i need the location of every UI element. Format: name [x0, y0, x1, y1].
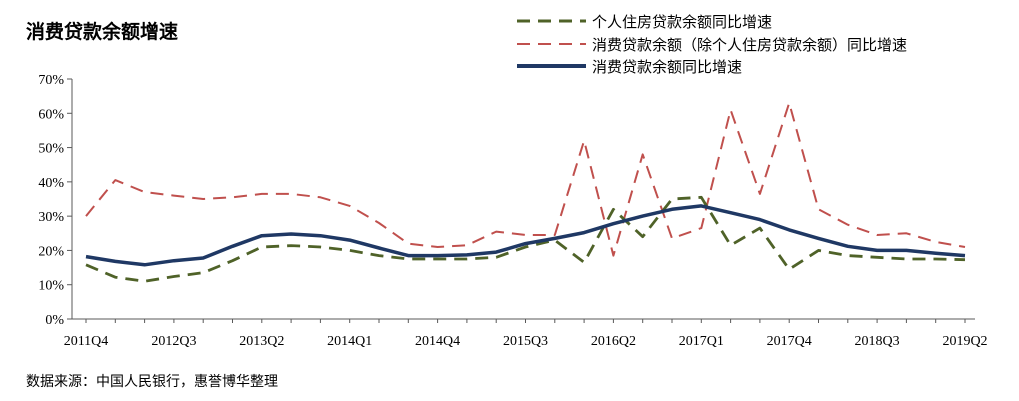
y-tick-label: 20%	[38, 244, 64, 259]
legend-label-total: 消费贷款余额同比增速	[592, 58, 742, 76]
x-tick-label: 2017Q1	[679, 334, 724, 349]
legend-label-housing: 个人住房贷款余额同比增速	[592, 13, 772, 31]
series-line-non-housing	[85, 102, 966, 257]
x-tick-label: 2019Q2	[942, 334, 987, 349]
x-tick-label: 2017Q4	[767, 334, 812, 349]
x-tick-label: 2013Q2	[239, 334, 284, 349]
x-tick-label: 2014Q1	[327, 334, 372, 349]
x-tick-label: 2014Q4	[415, 334, 460, 349]
y-tick-label: 70%	[38, 73, 64, 88]
y-tick-label: 50%	[38, 142, 64, 157]
series-line-housing	[85, 195, 966, 283]
x-axis: 2011Q4 2012Q3 2013Q2 2014Q1 2014Q4 2015Q3 2016…	[64, 318, 988, 349]
legend-label-non-housing: 消费贷款余额（除个人住房贷款余额）同比增速	[592, 36, 907, 54]
x-tick-label: 2015Q3	[503, 334, 548, 349]
x-tick-label: 2011Q4	[64, 334, 109, 349]
source-note: 数据来源：中国人民银行，惠誉博华整理	[26, 373, 278, 390]
legend: 个人住房贷款余额同比增速 消费贷款余额（除个人住房贷款余额）同比增速 消费贷款余…	[517, 13, 907, 76]
x-tick-label: 2018Q3	[855, 334, 900, 349]
plot-area	[85, 102, 966, 283]
y-tick-label: 40%	[38, 176, 64, 191]
x-tick-label: 2012Q3	[151, 334, 196, 349]
y-tick-label: 30%	[38, 210, 64, 225]
y-axis: 0% 10% 20% 30% 40% 50% 60% 70%	[38, 73, 73, 328]
y-tick-label: 60%	[38, 107, 64, 122]
y-tick-label: 10%	[38, 279, 64, 294]
series-line-total	[85, 204, 966, 267]
y-tick-label: 0%	[45, 313, 64, 328]
x-tick-label: 2016Q2	[591, 334, 636, 349]
chart-title: 消费贷款余额增速	[26, 20, 178, 43]
